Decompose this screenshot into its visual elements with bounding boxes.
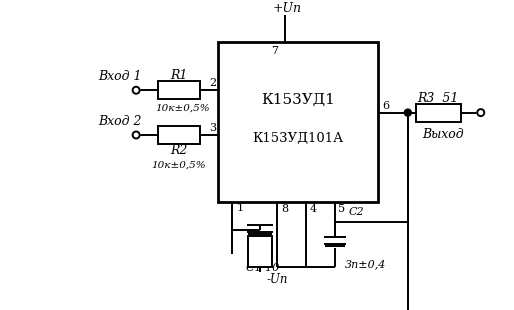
Text: К153УД1: К153УД1 [261,93,335,107]
Text: Вход 2: Вход 2 [98,114,142,127]
Text: 1: 1 [237,203,244,213]
Bar [218,42,378,202]
Text: С1 10: С1 10 [246,263,280,273]
Text: R3  51: R3 51 [417,92,459,105]
Text: 5: 5 [338,204,345,214]
Text: С2: С2 [348,207,364,217]
Bar [248,236,272,267]
Circle shape [405,109,411,116]
Text: +Uп: +Uп [272,2,302,15]
Text: 6: 6 [382,101,389,111]
Text: R2: R2 [171,144,188,157]
Text: 2: 2 [209,78,216,88]
Circle shape [133,87,140,94]
Text: Выход: Выход [423,128,464,141]
Text: К153УД101А: К153УД101А [252,132,343,145]
Circle shape [478,109,484,116]
Text: -Uп: -Uп [266,272,288,286]
Bar [416,104,461,122]
Text: 3п±0,4: 3п±0,4 [345,259,386,269]
Text: Вход 1: Вход 1 [98,70,142,83]
Text: 10к±0,5%: 10к±0,5% [152,161,207,170]
Text: 4: 4 [310,204,317,214]
Bar [158,81,200,99]
Text: 3: 3 [209,123,216,133]
Circle shape [133,131,140,139]
Text: 7: 7 [271,46,278,56]
Bar [158,126,200,144]
Text: 8: 8 [281,204,288,214]
Text: 10к±0,5%: 10к±0,5% [156,104,210,113]
Text: R1: R1 [171,69,188,82]
